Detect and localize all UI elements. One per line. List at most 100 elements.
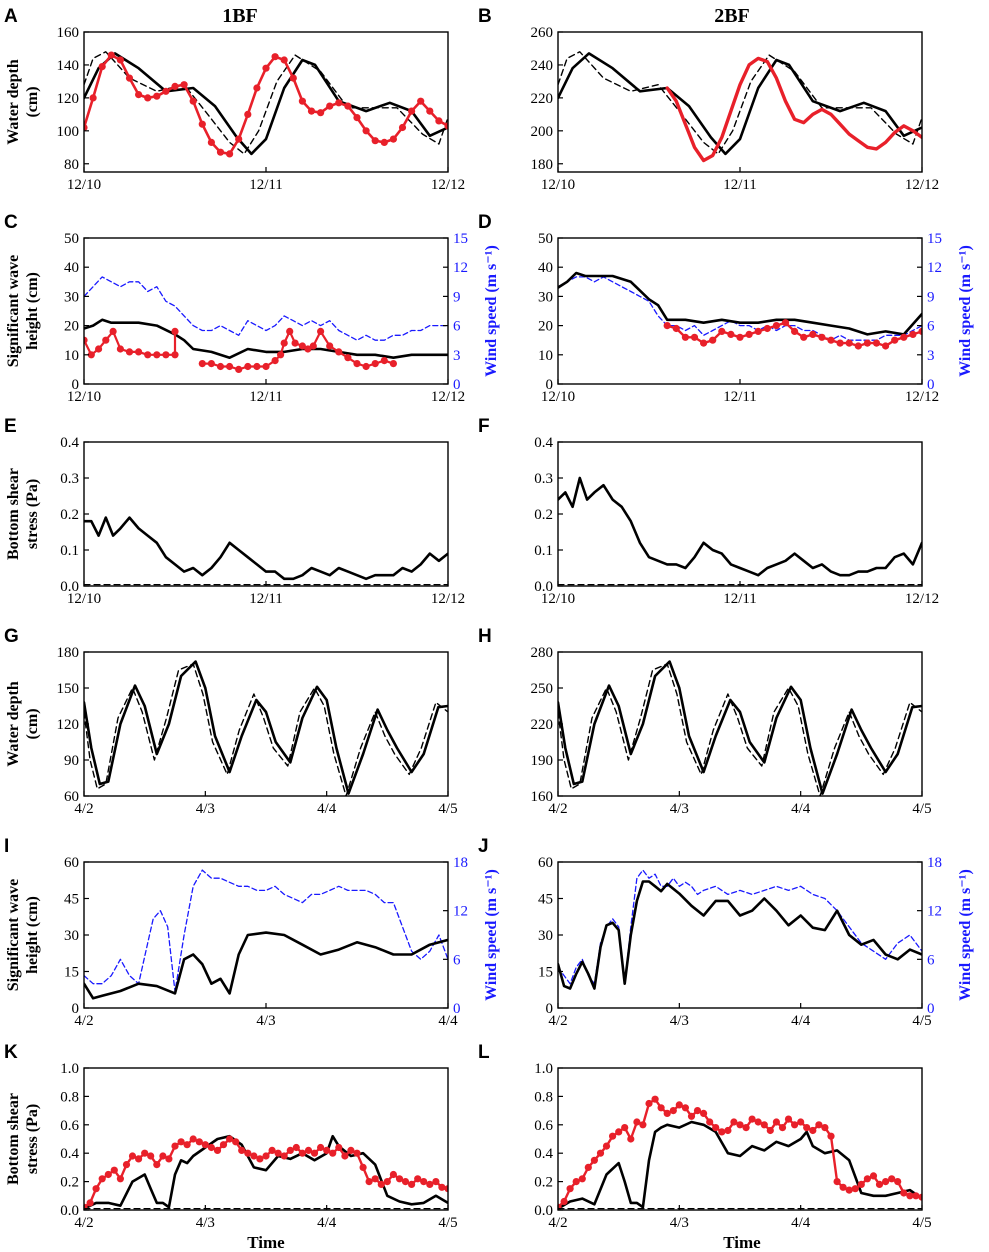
series-g-model-dashed	[84, 663, 448, 796]
point-c-observed-10	[162, 351, 170, 359]
xtick-label-k-3: 4/5	[438, 1215, 457, 1231]
point-d-observed-28	[918, 327, 922, 335]
point-l-observed-25	[706, 1118, 714, 1126]
point-k-observed-43	[341, 1152, 349, 1160]
point-c-observed2-2	[216, 362, 225, 371]
x-axis-title-left: Time	[247, 1233, 285, 1252]
point-d-observed-19	[836, 339, 844, 347]
xtick-label-f-0: 12/10	[541, 591, 575, 607]
point-a-observed-5	[125, 74, 134, 82]
y-axis-title-line-a-0: Water depth	[5, 59, 22, 145]
plot-frame-f	[557, 441, 923, 587]
point-d-observed-9	[745, 330, 753, 338]
point-c-observed-4	[109, 327, 117, 335]
series-g-model-black	[84, 660, 448, 795]
y2tick-label-c-1: 3	[453, 348, 461, 364]
point-l-observed-57	[900, 1189, 908, 1197]
point-c-observed-9	[153, 351, 161, 359]
point-c-observed2-21	[362, 362, 370, 371]
point-l-observed-5	[584, 1163, 592, 1171]
point-k-observed-50	[383, 1178, 391, 1186]
point-c-observed2-8	[271, 357, 279, 365]
panel-i: 0 15 30 45 60 0 6 12 18 4/2 4/3 4/4 I Significant wav…	[4, 836, 500, 1029]
point-a-observed-22	[280, 56, 288, 64]
y2tick-label-c-4: 12	[453, 260, 468, 276]
point-a-observed-12	[189, 97, 197, 105]
point-d-observed-3	[690, 333, 699, 341]
point-k-observed-1	[86, 1199, 94, 1207]
ytick-label-i-2: 30	[64, 928, 79, 944]
ytick-label-c-1: 10	[64, 348, 79, 364]
y-axis-title-line-k-0: Bottom shear	[5, 1093, 22, 1185]
ytick-label-b-4: 260	[531, 25, 554, 41]
point-d-observed-17	[818, 333, 826, 341]
point-k-observed-44	[347, 1146, 355, 1154]
point-k-observed-7	[122, 1161, 131, 1169]
xtick-label-g-3: 4/5	[438, 801, 457, 817]
column-title-1bf: 1BF	[222, 5, 258, 27]
series-l-observed	[558, 1097, 922, 1209]
point-a-observed-37	[417, 97, 425, 105]
plot-frame-k	[83, 1067, 449, 1211]
point-l-observed-43	[815, 1121, 823, 1129]
point-k-observed-29	[256, 1155, 264, 1163]
y2tick-label-d-4: 12	[927, 260, 942, 276]
y2tick-label-d-2: 6	[927, 319, 935, 335]
xtick-label-c-1: 12/11	[249, 389, 283, 405]
point-d-observed-2	[681, 333, 690, 341]
xtick-label-f-2: 12/12	[905, 591, 939, 607]
panel-k: 0.0 0.2 0.4 0.6 0.8 1.0 4/2 4/3 4/4 4/5 K Bottom sh…	[4, 1042, 458, 1231]
series-group-f	[558, 476, 922, 586]
y-axis-title-g: Water depth (cm)	[5, 681, 41, 767]
ytick-label-c-0: 0	[72, 377, 80, 393]
ytick-label-j-2: 30	[538, 928, 553, 944]
y2tick-label-d-5: 15	[927, 231, 942, 247]
point-c-observed-8	[144, 351, 152, 359]
point-l-observed-20	[675, 1101, 683, 1109]
ytick-label-g-4: 180	[57, 645, 80, 661]
xtick-label-g-1: 4/3	[196, 801, 215, 817]
point-a-observed-20	[262, 64, 270, 72]
point-k-observed-24	[226, 1135, 234, 1143]
ytick-label-k-1: 0.2	[60, 1175, 79, 1191]
point-a-observed-7	[144, 94, 152, 102]
ytick-label-c-4: 40	[64, 260, 79, 276]
y-axis-title-line-c-0: Significant wave	[5, 255, 22, 367]
panel-f: 0.0 0.1 0.2 0.3 0.4 12/10 12/11 12/12 F	[478, 416, 939, 607]
ytick-label-g-3: 150	[57, 681, 80, 697]
series-group-k	[84, 1134, 448, 1210]
point-k-observed-22	[213, 1146, 222, 1154]
xtick-label-k-0: 4/2	[74, 1215, 93, 1231]
y2tick-label-c-3: 9	[453, 289, 461, 305]
ytick-label-l-0: 0.0	[534, 1203, 553, 1219]
point-k-observed-14	[165, 1155, 173, 1163]
point-l-observed-42	[809, 1126, 817, 1135]
ytick-label-l-1: 0.2	[534, 1175, 553, 1191]
point-k-observed-51	[389, 1170, 397, 1179]
ytick-label-d-0: 0	[546, 377, 554, 393]
point-d-observed-24	[882, 342, 890, 350]
point-a-observed-9	[162, 87, 170, 95]
ytick-label-a-0: 80	[64, 157, 79, 173]
point-l-observed-55	[888, 1175, 896, 1183]
point-c-observed2-23	[380, 357, 388, 365]
point-a-observed-40	[444, 122, 448, 130]
y-axis-title-line-c-1: height (cm)	[24, 272, 41, 350]
point-a-observed-17	[235, 135, 243, 143]
y2tick-label-d-3: 9	[927, 289, 935, 305]
ytick-label-d-4: 40	[538, 260, 553, 276]
point-c-observed-3	[102, 336, 110, 344]
point-c-observed-1	[87, 351, 95, 359]
point-k-observed-8	[128, 1152, 137, 1160]
point-a-observed-33	[380, 138, 388, 146]
point-c-observed-12	[171, 327, 179, 335]
point-l-observed-34	[760, 1121, 768, 1129]
point-c-observed2-18	[335, 348, 343, 356]
ytick-label-e-3: 0.3	[60, 471, 79, 487]
point-a-observed-15	[216, 148, 225, 156]
xtick-label-k-1: 4/3	[196, 1215, 215, 1231]
point-l-observed-13	[633, 1118, 641, 1126]
point-k-observed-39	[317, 1143, 325, 1152]
plot-frame-e	[83, 441, 449, 587]
